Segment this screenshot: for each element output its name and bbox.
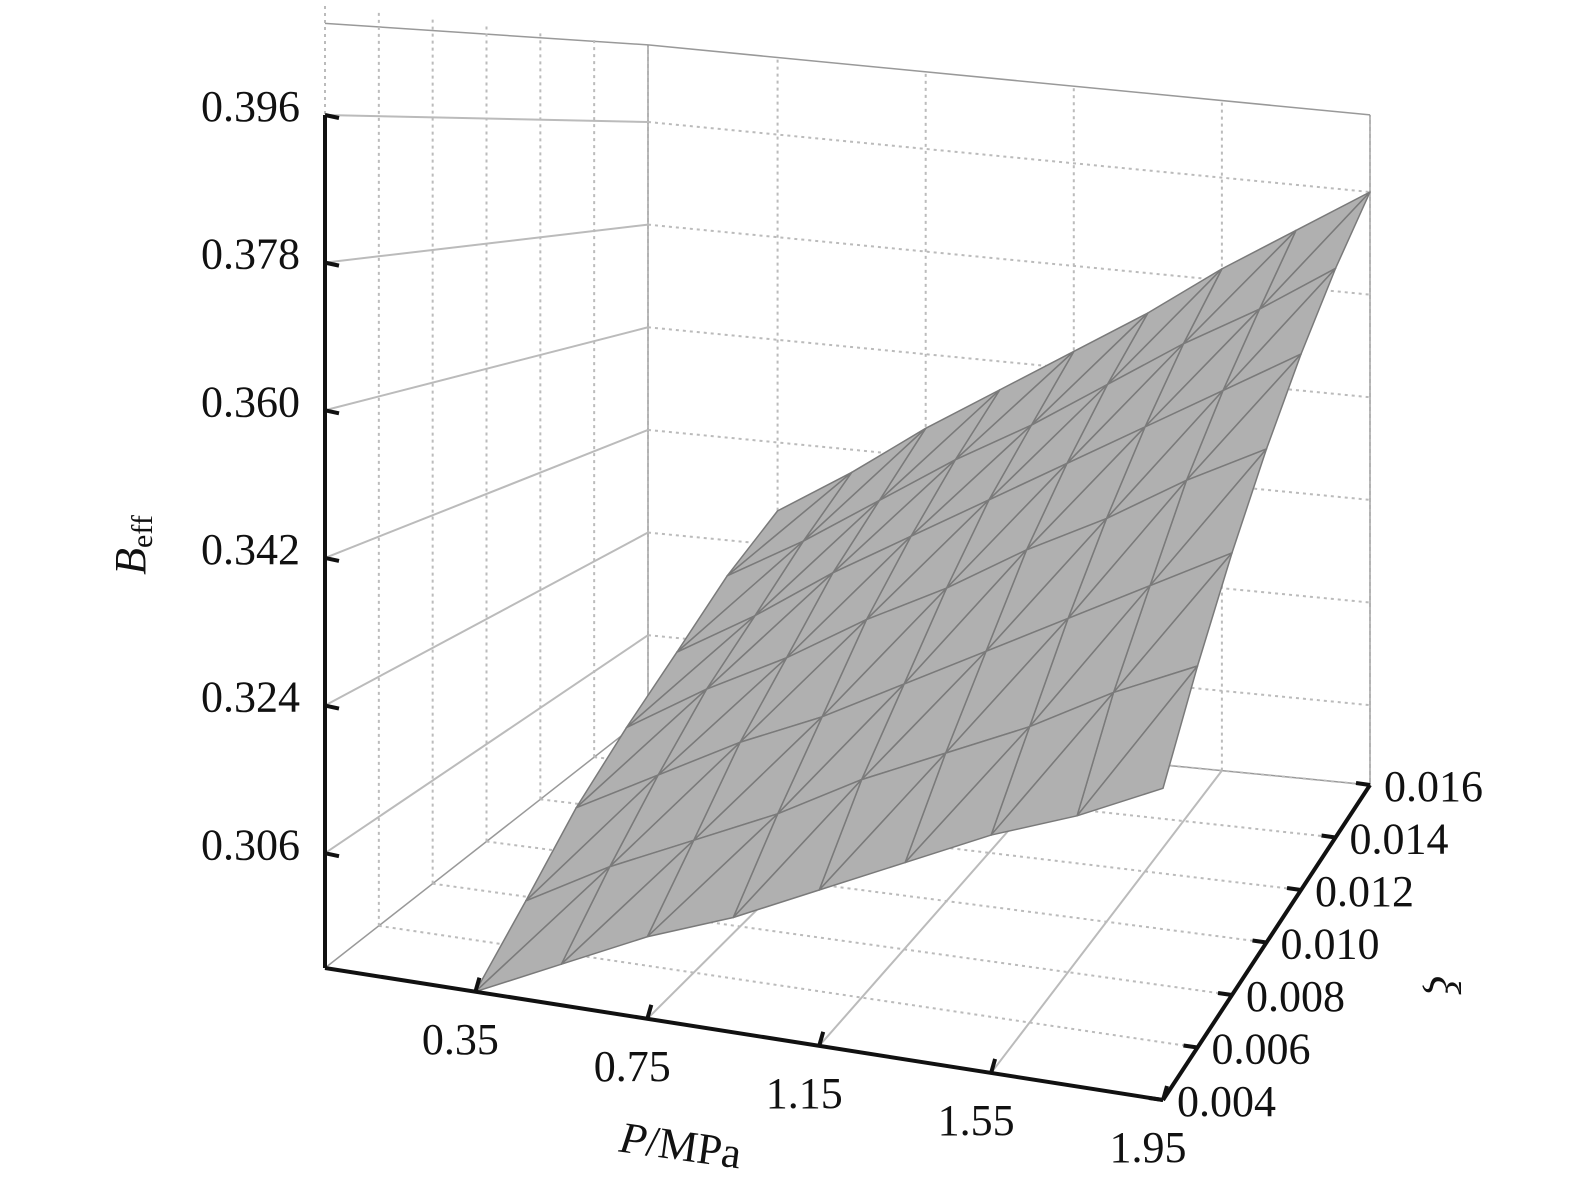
y-tick: [1217, 991, 1233, 997]
z-label-sub: eff: [126, 515, 159, 548]
z-grid-line: [324, 531, 649, 707]
z-tick: [324, 260, 340, 268]
y-tick: [1252, 938, 1267, 945]
z-tick-label: 0.342: [201, 525, 300, 574]
z-tick-label: 0.378: [201, 230, 300, 279]
y-grid-line: [486, 840, 1267, 944]
x-tick-label: 0.35: [422, 1015, 499, 1064]
surface: [474, 191, 1371, 993]
surface-facet: [646, 813, 779, 938]
box-edge: [647, 44, 1371, 116]
z-axis-label: Beff: [106, 515, 159, 575]
x-tick: [1161, 1085, 1169, 1101]
axes: 0.306 0.324 0.342 0.360 0.378 0.396 0.35 0.75 1.…: [201, 82, 1483, 1172]
z-tick: [324, 408, 340, 416]
y-tick: [1321, 833, 1336, 840]
surface-facet: [818, 752, 947, 891]
y-tick-label: 0.016: [1384, 762, 1483, 811]
x-tick-label: 1.55: [938, 1096, 1015, 1145]
z-tick: [324, 851, 340, 859]
x-tick-label: 1.95: [1110, 1123, 1187, 1172]
x-axis: [324, 966, 1164, 1102]
surface-facet: [474, 865, 611, 993]
z-tick-label: 0.306: [201, 820, 300, 869]
y-tick-label: 0.012: [1315, 867, 1414, 916]
surface-facet: [732, 778, 863, 919]
x-label-var: P: [616, 1113, 650, 1165]
surface-facet: [990, 691, 1115, 836]
x-tick: [645, 1004, 654, 1020]
y-tick-label: 0.010: [1281, 920, 1380, 969]
z-tick-label: 0.396: [201, 82, 300, 131]
x-label-unit: /MPa: [643, 1117, 744, 1179]
x-tick: [473, 977, 482, 993]
surface-facet: [904, 725, 1031, 864]
x-tick-label: 1.15: [766, 1069, 843, 1118]
surface-facet: [1076, 665, 1199, 817]
z-label-main: B: [106, 548, 155, 575]
z-tick-label: 0.324: [201, 673, 300, 722]
z-grid-line: [324, 428, 649, 559]
x-tick: [989, 1058, 998, 1074]
z-tick: [324, 703, 340, 711]
z-grid-line: [647, 121, 1371, 193]
x-tick: [817, 1031, 826, 1047]
z-tick: [324, 113, 340, 120]
y-axis-label: ξ: [1420, 976, 1469, 995]
z-tick: [324, 555, 340, 563]
y-tick: [1183, 1043, 1198, 1050]
y-tick: [1286, 886, 1302, 892]
y-tick-label: 0.004: [1177, 1077, 1276, 1126]
x-tick-label: 0.75: [594, 1042, 671, 1091]
surface-facet: [560, 839, 695, 965]
y-tick-label: 0.008: [1246, 972, 1345, 1021]
x-axis-label: P/MPa: [616, 1113, 745, 1179]
y-tick: [1148, 1096, 1164, 1102]
y-tick-label: 0.006: [1212, 1025, 1311, 1074]
z-tick-label: 0.360: [201, 377, 300, 426]
y-grid-line: [378, 924, 1198, 1049]
y-tick-label: 0.014: [1350, 815, 1449, 864]
y-tick: [1355, 781, 1371, 787]
z-grid-line: [324, 326, 649, 412]
